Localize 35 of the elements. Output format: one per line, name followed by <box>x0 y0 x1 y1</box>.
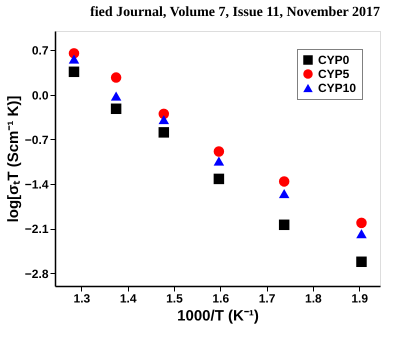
y-tick-label: −1.4 <box>24 178 49 192</box>
point <box>110 104 122 114</box>
y-tick-label: −0.7 <box>24 132 49 147</box>
point <box>68 66 80 78</box>
point <box>214 174 224 184</box>
legend-label: CYP10 <box>318 81 356 95</box>
point <box>214 146 224 157</box>
point <box>68 54 80 64</box>
x-tick-label: 1.6 <box>212 292 230 306</box>
x-axis-title: 1000/T (K⁻¹) <box>177 308 259 324</box>
text: fied Journal, Volume 7, Issue 11, November 2017 <box>90 5 380 20</box>
y-tick-label: 0.0 <box>32 88 49 102</box>
point <box>278 176 290 187</box>
point <box>110 91 122 101</box>
y-tick-label: 0.7 <box>32 44 49 58</box>
point <box>158 115 170 124</box>
x-tick-label: 1.7 <box>258 292 276 306</box>
y-tick-label: −2.8 <box>24 266 49 281</box>
x-tick-label: 1.4 <box>120 292 137 306</box>
x-tick-label: 1.8 <box>305 292 322 306</box>
legend-label: CYP5 <box>318 67 350 81</box>
point <box>356 256 367 268</box>
x-tick-label: 1.9 <box>351 292 368 306</box>
point <box>158 127 170 138</box>
point <box>110 72 122 83</box>
point <box>356 229 367 238</box>
point <box>278 189 290 198</box>
legend-label: CYP0 <box>318 53 350 67</box>
point <box>278 220 290 230</box>
point <box>356 218 367 228</box>
point <box>214 156 224 166</box>
y-tick-label: −2.1 <box>24 222 49 236</box>
x-tick-label: 1.5 <box>166 292 184 306</box>
y-axis-title: log[σₜT (Scm⁻¹ K)] <box>4 96 22 222</box>
x-tick-label: 1.3 <box>74 292 91 306</box>
